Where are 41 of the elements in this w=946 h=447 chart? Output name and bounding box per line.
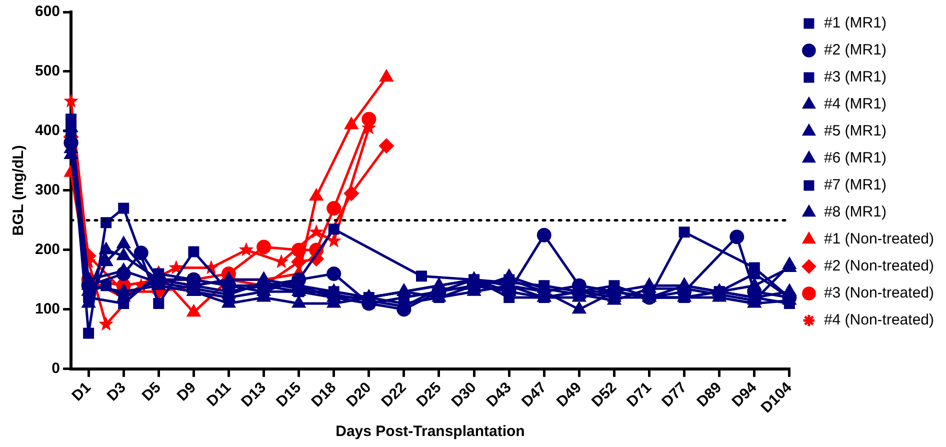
x-tick-label: D22 (378, 379, 410, 411)
x-tick-label: D18 (308, 379, 340, 411)
legend-label: #5 (MR1) (824, 122, 886, 140)
x-tick-label: D30 (448, 379, 480, 411)
legend-label: #7 (MR1) (824, 176, 886, 194)
x-tick-label: D11 (204, 379, 234, 410)
legend-label: #3 (Non-treated) (824, 284, 934, 302)
y-tick-label: 300 (34, 182, 60, 199)
x-tick-label: D3 (104, 379, 130, 405)
x-tick-label: D89 (694, 379, 726, 411)
x-tick-label: D71 (624, 379, 656, 411)
x-tick-label: D15 (273, 379, 305, 411)
legend-label: #2 (MR1) (824, 42, 886, 59)
legend-label: #4 (Non-treated) (824, 312, 934, 329)
legend-label: #1 (MR1) (824, 14, 886, 32)
x-tick-label: D20 (343, 379, 375, 411)
legend-label: #6 (MR1) (824, 150, 886, 167)
x-axis-title: Days Post-Transplantation (336, 423, 525, 440)
legend-label: #2 (Non-treated) (824, 258, 934, 275)
y-tick-label: 600 (34, 3, 60, 20)
x-tick-label: D9 (174, 379, 200, 405)
x-tick-label: D94 (728, 378, 761, 411)
y-tick-label: 100 (34, 300, 60, 318)
y-tick-label: 200 (34, 241, 60, 258)
x-tick-label: D5 (138, 379, 164, 405)
y-tick-label: 500 (34, 62, 60, 80)
y-axis-title: BGL (mg/dL) (10, 145, 28, 236)
legend-label: #1 (Non-treated) (824, 230, 934, 248)
x-tick-label: D1 (68, 379, 94, 405)
legend-label: #8 (MR1) (824, 204, 886, 221)
y-tick-label: 400 (34, 122, 60, 140)
x-tick-label: D77 (658, 379, 690, 411)
x-tick-label: D25 (413, 379, 445, 411)
x-tick-label: D49 (553, 379, 585, 411)
x-tick-label: D47 (518, 379, 550, 411)
x-tick-label: D43 (483, 379, 515, 411)
legend-label: #4 (MR1) (824, 96, 886, 113)
y-tick-label: 0 (52, 360, 60, 378)
x-tick-label: D52 (588, 379, 620, 411)
x-tick-label: D13 (238, 379, 270, 411)
legend-label: #3 (MR1) (824, 68, 886, 86)
